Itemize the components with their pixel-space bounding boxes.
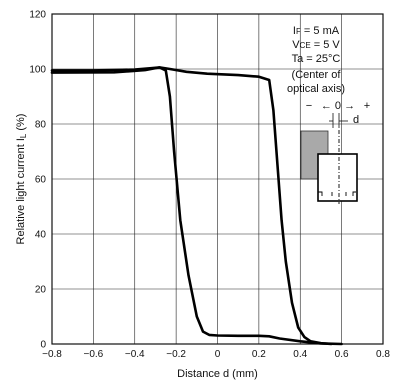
- x-tick-label: 0.8: [376, 349, 390, 360]
- sensor-pins: [318, 191, 356, 196]
- y-tick-label: 120: [29, 10, 46, 21]
- y-tick-label: 40: [35, 230, 47, 241]
- arrow-plus-label: +: [364, 100, 370, 112]
- sensor-diagram-icon: [300, 113, 358, 204]
- condition-note-line1: (Center of: [292, 69, 342, 81]
- condition-note-line2: optical axis): [287, 83, 345, 95]
- y-tick-label: 80: [35, 120, 47, 131]
- x-tick-label: 0.2: [252, 349, 266, 360]
- y-axis-title-main: Relative light current I: [15, 138, 27, 244]
- x-tick-label: −0.6: [84, 349, 104, 360]
- y-tick-label: 20: [35, 285, 47, 296]
- y-tick-label: 100: [29, 65, 46, 76]
- x-tick-label: −0.2: [166, 349, 186, 360]
- arrow-minus-label: −: [306, 100, 312, 112]
- y-tick-labels: 0 20 40 60 80 100 120: [29, 10, 46, 351]
- x-tick-label: 0: [215, 349, 221, 360]
- x-tick-label: 0.4: [293, 349, 307, 360]
- x-tick-label: −0.8: [42, 349, 62, 360]
- y-axis-title-unit: (%): [15, 114, 27, 131]
- d-label: d: [353, 114, 359, 126]
- x-tick-label: −0.4: [125, 349, 145, 360]
- series-line-1: [50, 66, 343, 346]
- x-tick-labels: −0.8 −0.6 −0.4 −0.2 0 0.2 0.4 0.6 0.8: [42, 349, 390, 360]
- condition-temperature: Ta = 25°C: [292, 53, 341, 65]
- y-axis-title: Relative light current IL (%): [15, 114, 28, 245]
- y-tick-label: 0: [40, 340, 46, 351]
- conditions-annotation: IF = 5 mA VCE = 5 V Ta = 25°C (Center of…: [287, 25, 370, 126]
- condition-collector-voltage: VCE = 5 V: [292, 39, 340, 51]
- sensor-body: [317, 153, 358, 202]
- x-tick-label: 0.6: [335, 349, 349, 360]
- y-axis-title-sub: L: [19, 133, 28, 138]
- series-line-2: [50, 66, 333, 346]
- x-axis-title: Distance d (mm): [177, 368, 258, 380]
- arrow-zero-label: ← 0 →: [321, 100, 355, 112]
- data-curves: [50, 66, 343, 346]
- y-tick-label: 60: [35, 175, 47, 186]
- condition-forward-current: IF = 5 mA: [293, 25, 340, 37]
- plot-frame: [51, 13, 384, 345]
